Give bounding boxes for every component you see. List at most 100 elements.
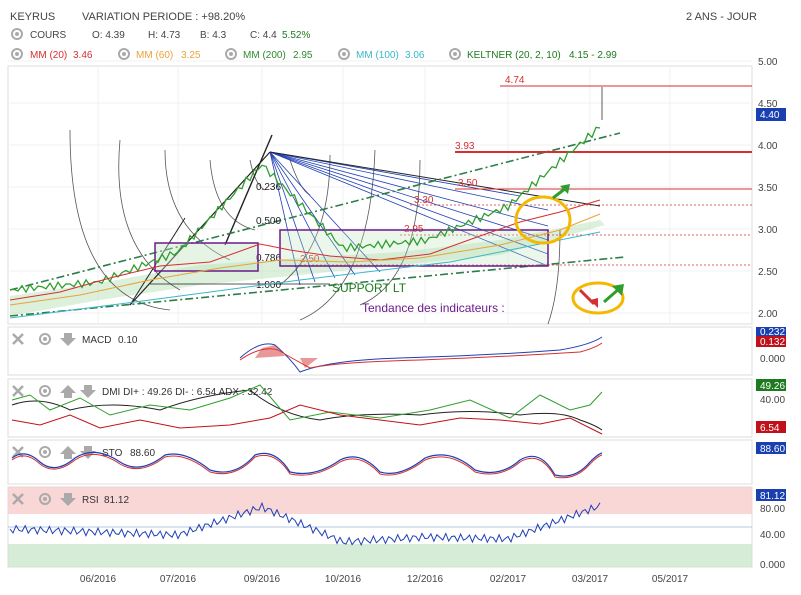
- dmi-label: DMI DI+ : 49.26 DI- : 6.54 ADX : 32.42: [102, 387, 273, 398]
- x-tick-label: 12/2016: [407, 574, 444, 585]
- price-axis: 5.00 4.50 4.00 3.50 3.00 2.50 2.00: [758, 57, 778, 320]
- dmi-axis-40: 40.00: [760, 395, 785, 406]
- gear-icon[interactable]: [11, 28, 23, 40]
- keltner-channel: [10, 220, 605, 316]
- price-tick-label: 2.50: [758, 267, 778, 278]
- legend-mm60: MM (60): [136, 50, 173, 61]
- macd-value: 0.10: [118, 335, 138, 346]
- price-tick-label: 3.00: [758, 225, 778, 236]
- gear-icon[interactable]: [11, 48, 23, 60]
- x-tick-label: 06/2016: [80, 574, 117, 585]
- legend-close: C: 4.4: [250, 30, 277, 41]
- rsi-line: [9, 501, 601, 547]
- fib-0500: 0.500: [256, 216, 281, 227]
- indicator-circle: [571, 281, 625, 315]
- x-tick-label: 07/2016: [160, 574, 197, 585]
- legend-close-pct: 5.52%: [282, 30, 310, 41]
- x-tick-label: 05/2017: [652, 574, 689, 585]
- legend-high: H: 4.73: [148, 30, 181, 41]
- sto-panel: [7, 439, 753, 485]
- x-tick-label: 10/2016: [325, 574, 362, 585]
- level-393: 3.93: [455, 141, 475, 152]
- macd-axis-top: 0.232: [760, 327, 785, 338]
- legend-keltner-value: 4.15 - 2.99: [569, 50, 617, 61]
- sto-value: 88.60: [130, 448, 155, 459]
- adx-line: [11, 389, 603, 431]
- rsi-axis-top: 81.12: [760, 491, 785, 502]
- legend-mm100-value: 3.06: [405, 50, 425, 61]
- sto-line: [11, 451, 603, 477]
- price-tick-label: 3.50: [758, 183, 778, 194]
- sto-signal-line: [11, 453, 603, 479]
- period-label: 2 ANS - JOUR: [686, 11, 757, 23]
- arrow-down-icon[interactable]: [60, 493, 76, 506]
- price-tick-label: 2.00: [758, 309, 778, 320]
- x-tick-label: 03/2017: [572, 574, 609, 585]
- price-tick-label: 4.50: [758, 99, 778, 110]
- dmi-axis-low: 6.54: [760, 423, 780, 434]
- close-icon[interactable]: [12, 446, 24, 458]
- sto-axis-top: 88.60: [760, 444, 785, 455]
- mm60-line: [9, 213, 601, 306]
- last-price-value: 4.40: [760, 110, 780, 121]
- legend-mm20-value: 3.46: [73, 50, 93, 61]
- arrow-down-icon[interactable]: [60, 333, 76, 346]
- fib-0236: 0.236: [256, 182, 281, 193]
- ticker-title: KEYRUS: [10, 11, 55, 23]
- mm100-line: [9, 231, 601, 319]
- gear-icon[interactable]: [39, 333, 51, 345]
- close-icon[interactable]: [12, 385, 24, 397]
- rsi-axis-40: 40.00: [760, 530, 785, 541]
- legend-mm200-value: 2.95: [293, 50, 313, 61]
- x-tick-label: 09/2016: [244, 574, 281, 585]
- rsi-label: RSI: [82, 495, 99, 506]
- tendance-label: Tendance des indicateurs :: [362, 301, 505, 315]
- gear-icon[interactable]: [118, 48, 130, 60]
- legend-low: B: 4.3: [200, 30, 227, 41]
- dmi-axis-top: 49.26: [760, 381, 785, 392]
- gear-icon[interactable]: [39, 446, 51, 458]
- macd-axis-mid: 0.132: [760, 337, 785, 348]
- support-label: SUPPORT LT: [332, 281, 407, 295]
- fib-0786: 0.786: [256, 253, 281, 264]
- legend-mm60-value: 3.25: [181, 50, 201, 61]
- legend-keltner: KELTNER (20, 2, 10): [467, 50, 561, 61]
- di-minus-line: [11, 404, 603, 435]
- dmi-panel: [7, 378, 753, 438]
- gear-icon[interactable]: [39, 385, 51, 397]
- legend-mm20: MM (20): [30, 50, 67, 61]
- gear-icon[interactable]: [225, 48, 237, 60]
- gear-icon[interactable]: [338, 48, 350, 60]
- di-plus-line: [11, 384, 603, 421]
- price-panel: [7, 65, 753, 325]
- level-350: 3.50: [458, 178, 478, 189]
- highlight-circle: [514, 195, 572, 245]
- price-tick-label: 5.00: [758, 57, 778, 68]
- legend-mm100: MM (100): [356, 50, 399, 61]
- gear-icon[interactable]: [39, 493, 51, 505]
- last-price-badge: [756, 108, 786, 121]
- level-474: 4.74: [505, 75, 525, 86]
- rsi-axis-80: 80.00: [760, 504, 785, 515]
- rsi-value: 81.12: [104, 495, 129, 506]
- macd-axis-zero: 0.000: [760, 354, 785, 365]
- sto-label: STO: [102, 448, 123, 459]
- macd-panel: [7, 326, 753, 376]
- close-icon[interactable]: [12, 493, 24, 505]
- level-250: 2.50: [300, 254, 320, 265]
- arrow-up-icon[interactable]: [60, 446, 76, 459]
- trend-lines: [9, 132, 626, 317]
- rsi-axis-zero: 0.000: [760, 560, 785, 571]
- gear-icon[interactable]: [449, 48, 461, 60]
- arrow-up-icon[interactable]: [60, 385, 76, 398]
- close-icon[interactable]: [12, 333, 24, 345]
- x-tick-label: 02/2017: [490, 574, 527, 585]
- fib-1000: 1.000: [256, 280, 281, 291]
- horizontal-levels: [300, 85, 752, 266]
- level-330: 3.30: [414, 195, 434, 206]
- x-axis: 06/2016 07/2016 09/2016 10/2016 12/2016 02/20…: [80, 574, 689, 585]
- arrow-down-icon[interactable]: [80, 385, 96, 398]
- price-series: [9, 126, 601, 294]
- macd-label: MACD: [82, 335, 111, 346]
